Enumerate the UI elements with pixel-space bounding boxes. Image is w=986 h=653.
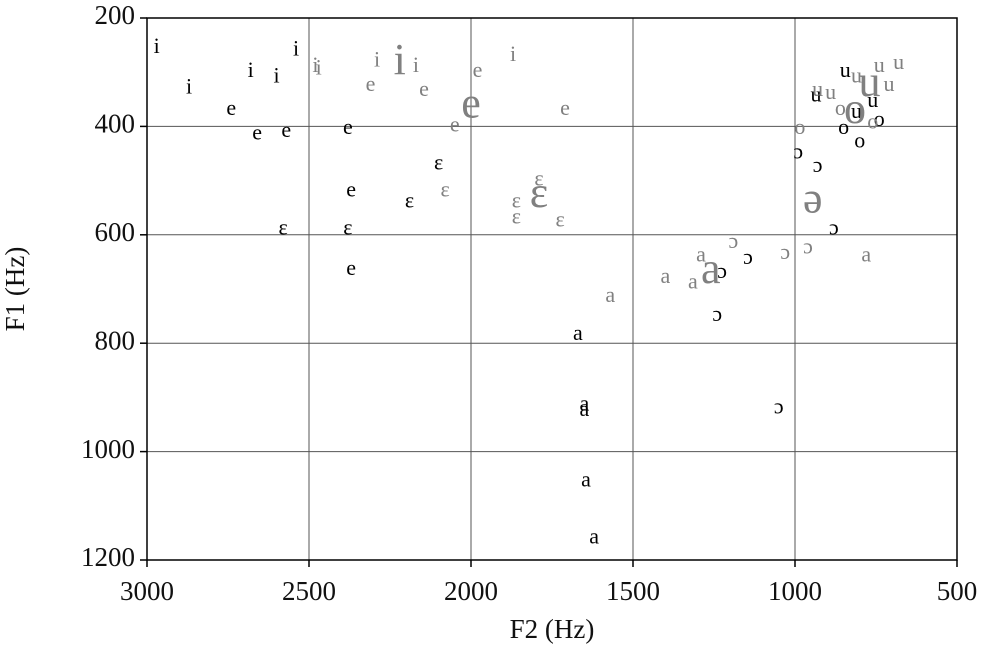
vowel-marker: u <box>811 82 822 107</box>
y-axis-title: F1 (Hz) <box>0 247 30 332</box>
x-tick-label: 1500 <box>606 576 660 606</box>
vowel-marker: o <box>867 109 878 134</box>
vowel-marker: a <box>580 391 590 416</box>
vowel-marker: ɔ <box>803 233 813 258</box>
vowel-marker: ɔ <box>717 258 727 283</box>
y-tick-label: 1000 <box>81 434 135 464</box>
vowel-marker: o <box>835 95 846 120</box>
vowel-marker: e <box>366 71 376 96</box>
vowel-marker: a <box>661 263 671 288</box>
vowel-marker: ɔ <box>813 152 823 177</box>
vowel-marker: i <box>316 55 322 80</box>
vowel-marker: ɛ <box>405 187 414 212</box>
vowel-marker: e <box>346 176 356 201</box>
vowel-marker: e <box>419 76 429 101</box>
vowel-marker: ɛ <box>530 168 548 217</box>
vowel-marker: e <box>560 95 570 120</box>
vowel-marker: i <box>413 52 419 77</box>
vowel-marker: ɔ <box>729 228 739 253</box>
vowel-marker: ɛ <box>555 206 564 231</box>
vowel-marker: o <box>874 106 885 131</box>
vowel-marker: ɛ <box>278 214 287 239</box>
vowel-marker: a <box>696 242 706 267</box>
vowel-marker: e <box>252 120 262 145</box>
y-tick-label: 600 <box>95 217 136 247</box>
x-tick-label: 500 <box>937 576 978 606</box>
vowel-marker: u <box>893 49 904 74</box>
vowel-marker: u <box>874 52 885 77</box>
vowel-marker: a <box>581 466 591 491</box>
vowel-marker: u <box>883 71 894 96</box>
vowel-marker: ɔ <box>793 139 803 164</box>
vowel-marker: i <box>510 41 516 66</box>
vowel-marker: ɛ <box>434 149 443 174</box>
vowel-marker: e <box>343 114 353 139</box>
vowel-marker: u <box>812 76 823 101</box>
vowel-marker: o <box>854 128 865 153</box>
y-tick-label: 200 <box>95 0 136 30</box>
vowel-marker: i <box>394 35 406 84</box>
vowel-marker: u <box>851 98 862 123</box>
vowel-marker: o <box>844 84 866 133</box>
vowel-marker: u <box>825 79 836 104</box>
vowel-marker: i <box>374 46 380 71</box>
vowel-marker: a <box>701 244 721 293</box>
vowel-marker: a <box>605 282 615 307</box>
vowel-marker: e <box>226 95 236 120</box>
vowel-marker: u <box>840 57 851 82</box>
vowel-marker: ɛ <box>512 187 521 212</box>
vowel-marker: ɔ <box>829 214 839 239</box>
vowel-marker: ɛ <box>534 166 543 191</box>
x-tick-label: 3000 <box>120 576 174 606</box>
vowel-marker: o <box>794 114 805 139</box>
vowel-marker: i <box>154 33 160 58</box>
vowel-marker: ɔ <box>743 244 753 269</box>
x-axis-title: F2 (Hz) <box>510 614 595 644</box>
vowel-marker: ɛ <box>343 214 352 239</box>
vowel-marker: ɛ <box>512 204 521 229</box>
vowel-marker: e <box>450 111 460 136</box>
vowel-marker: u <box>859 57 881 106</box>
vowel-marker: i <box>274 63 280 88</box>
x-tick-label: 1000 <box>768 576 822 606</box>
vowel-marker: a <box>861 242 871 267</box>
vowel-marker: ɛ <box>440 176 449 201</box>
vowel-marker: i <box>293 36 299 61</box>
vowel-marker: e <box>281 117 291 142</box>
vowel-marker: a <box>580 396 590 421</box>
y-tick-label: 400 <box>95 109 136 139</box>
vowel-marker: i <box>312 52 318 77</box>
vowel-marker: o <box>838 114 849 139</box>
y-tick-label: 1200 <box>81 542 135 572</box>
y-tick-label: 800 <box>95 325 136 355</box>
vowel-marker: i <box>248 57 254 82</box>
vowel-marker: i <box>186 74 192 99</box>
vowel-marker: e <box>473 57 483 82</box>
x-tick-label: 2000 <box>444 576 498 606</box>
vowel-marker: a <box>688 269 698 294</box>
vowel-marker: ə <box>803 173 823 222</box>
vowel-marker: ɔ <box>780 239 790 264</box>
vowel-marker: u <box>867 87 878 112</box>
vowel-marker: a <box>589 523 599 548</box>
vowel-marker: e <box>346 255 356 280</box>
vowel-marker: e <box>461 79 481 128</box>
vowel-marker: a <box>573 320 583 345</box>
vowel-marker: ɔ <box>774 393 784 418</box>
x-tick-label: 2500 <box>282 576 336 606</box>
vowel-marker: ɔ <box>712 301 722 326</box>
plot-frame <box>146 17 958 561</box>
vowel-marker: u <box>851 63 862 88</box>
